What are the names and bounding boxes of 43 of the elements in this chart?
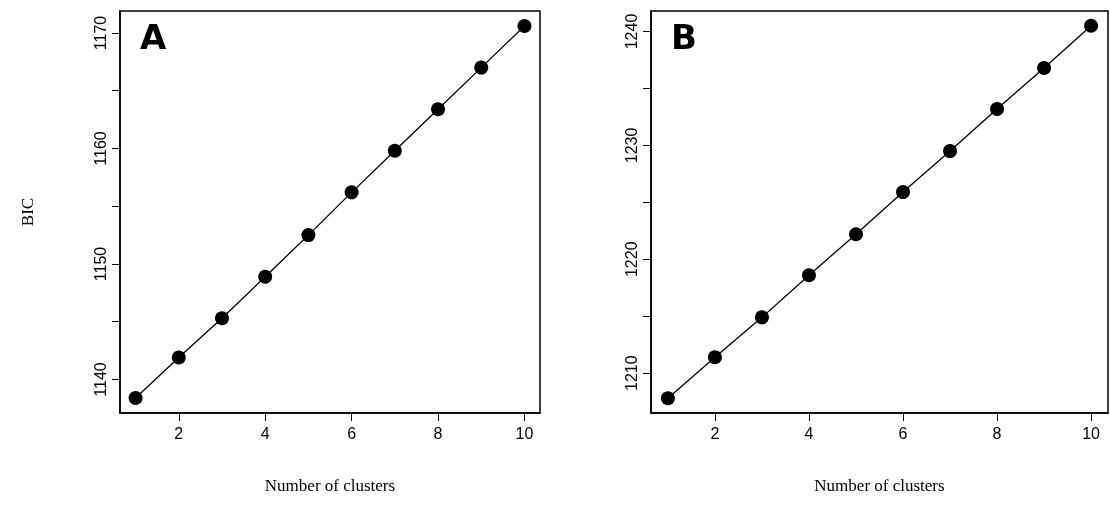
- x-tick-label: 10: [515, 424, 534, 442]
- x-axis-title: Number of clusters: [814, 476, 945, 495]
- y-tick-label: 1160: [91, 131, 109, 166]
- point: [849, 227, 863, 242]
- point: [431, 102, 446, 117]
- point: [128, 390, 143, 405]
- point: [896, 185, 911, 200]
- point: [258, 269, 273, 284]
- x-tick-label: 2: [174, 424, 184, 442]
- x-tick-label: 8: [992, 424, 1002, 442]
- x-tick-label: 6: [347, 424, 357, 442]
- point: [474, 60, 489, 75]
- y-tick-label: 1170: [91, 15, 109, 51]
- x-axis-title: Number of clusters: [264, 476, 396, 495]
- point: [171, 350, 186, 365]
- y-tick-label: 1220: [622, 241, 640, 278]
- point: [801, 268, 816, 283]
- y-tick-label: 1150: [91, 246, 109, 282]
- annotation: A: [140, 17, 167, 57]
- y-tick-label: 1140: [91, 362, 109, 397]
- point: [387, 143, 402, 158]
- y-tick-label: 1230: [622, 127, 640, 164]
- point: [707, 350, 722, 365]
- x-tick-label: 10: [1082, 424, 1101, 442]
- point: [660, 391, 675, 406]
- point: [517, 19, 532, 34]
- x-tick-label: 4: [260, 424, 270, 442]
- point: [301, 228, 316, 243]
- x-tick-label: 4: [804, 424, 814, 442]
- y-axis-title: BIC: [18, 197, 37, 227]
- point: [990, 101, 1005, 116]
- y-tick-label: 1240: [622, 13, 640, 50]
- point: [754, 310, 769, 325]
- point: [214, 311, 229, 326]
- x-tick-label: 2: [710, 424, 720, 442]
- x-tick-label: 8: [433, 424, 443, 442]
- point: [943, 144, 958, 159]
- point: [1084, 18, 1099, 33]
- point: [1037, 60, 1052, 75]
- annotation: B: [671, 17, 697, 57]
- y-tick-label: 1210: [622, 355, 640, 391]
- x-tick-label: 6: [898, 424, 908, 442]
- point: [344, 185, 359, 200]
